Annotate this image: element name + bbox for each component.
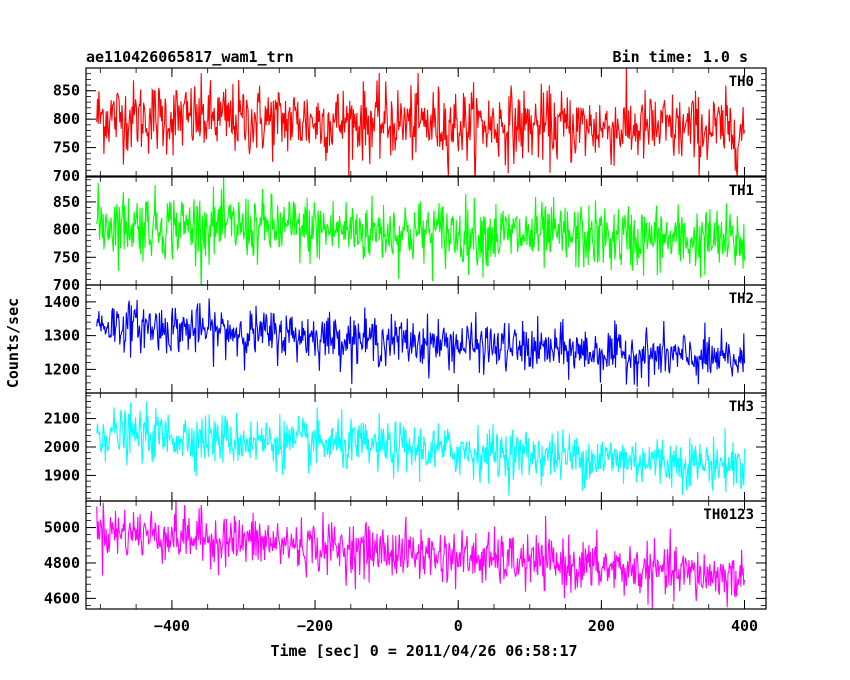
- y-tick-label: 700: [53, 167, 80, 185]
- panel-th0: 700 750 800 850 TH0: [53, 67, 767, 185]
- x-tick-label: 0: [454, 617, 463, 635]
- series-line-th1: [96, 177, 746, 285]
- panel-label-th2: TH2: [729, 291, 754, 307]
- y-tick-label: 750: [53, 248, 80, 266]
- panel-th0123: 4600 4800 5000 TH0123: [44, 500, 767, 610]
- y-tick-label: 850: [53, 82, 80, 100]
- y-tick-label: 1300: [44, 327, 80, 345]
- panel-label-th1: TH1: [729, 183, 754, 199]
- x-tick-label: −400: [154, 617, 190, 635]
- panel-th2: 1200 1300 1400 TH2: [44, 284, 767, 394]
- y-tick-label: 4800: [44, 554, 80, 572]
- y-tick-label: 800: [53, 221, 80, 239]
- y-tick-label: 750: [53, 139, 80, 157]
- y-tick-label: 2100: [44, 410, 80, 428]
- panel-label-th0123: TH0123: [703, 507, 754, 523]
- bin-time-label: Bin time: 1.0 s: [613, 48, 748, 66]
- x-tick-label: −200: [297, 617, 333, 635]
- series-line-th2: [96, 298, 746, 387]
- y-tick-label: 4600: [44, 589, 80, 607]
- series-line-th0: [96, 68, 746, 176]
- y-tick-label: 800: [53, 110, 80, 128]
- chart-title: ae110426065817_wam1_trn: [86, 48, 294, 66]
- y-tick-label: 1200: [44, 360, 80, 378]
- y-tick-label: 1900: [44, 466, 80, 484]
- y-tick-label: 850: [53, 193, 80, 211]
- panel-th3: 1900 2000 2100 TH3: [44, 392, 767, 502]
- y-tick-label: 2000: [44, 438, 80, 456]
- series-line-th0123: [96, 501, 746, 609]
- x-axis-label: Time [sec] 0 = 2011/04/26 06:58:17: [270, 642, 577, 660]
- x-tick-label: 400: [731, 617, 758, 635]
- series-line-th3: [96, 401, 746, 497]
- y-axis-label: Counts/sec: [4, 298, 22, 388]
- x-tick-label: 200: [588, 617, 615, 635]
- panel-frame: [85, 67, 767, 177]
- y-tick-label: 5000: [44, 519, 80, 537]
- panel-frame: [85, 500, 767, 610]
- y-tick-label: 1400: [44, 293, 80, 311]
- panel-label-th0: TH0: [729, 74, 754, 90]
- panel-label-th3: TH3: [729, 399, 754, 415]
- y-tick-label: 700: [53, 276, 80, 294]
- panel-th1: 700 750 800 850 TH1: [53, 176, 767, 294]
